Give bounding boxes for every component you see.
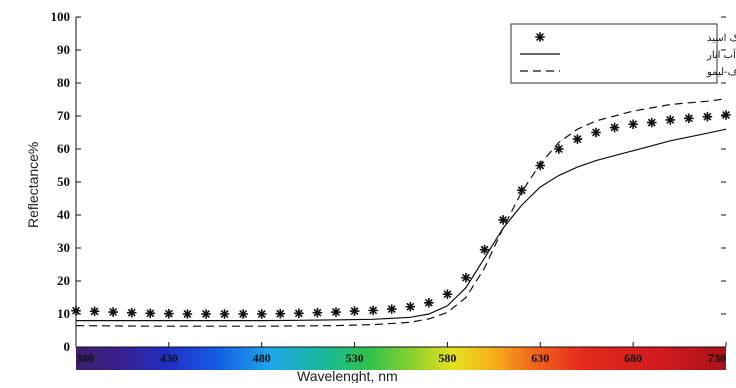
legend-label: شنگرف-آب انار — [706, 48, 736, 61]
series-layer — [70, 98, 732, 327]
y-tick-label: 10 — [57, 306, 70, 321]
series-1-star-point — [608, 121, 621, 134]
series-1-star-point — [107, 306, 119, 318]
y-tick-label: 20 — [57, 273, 70, 288]
legend-star-swatch — [534, 31, 546, 43]
series-1-star-point — [423, 297, 435, 309]
x-tick-label: 530 — [346, 351, 364, 365]
x-tick-label: 730 — [708, 351, 726, 365]
y-tick-label: 50 — [57, 174, 70, 189]
y-tick-label: 0 — [64, 339, 71, 354]
x-tick-label: 580 — [438, 351, 456, 365]
x-tick-group: 380 430 480 530 580 630 680 730 — [75, 342, 727, 365]
series-1-star-point — [200, 308, 212, 320]
series-2-line — [76, 128, 727, 322]
series-1-star-point — [590, 126, 602, 139]
legend: شنگرف-استیک اسید شنگرف-آب انار شنگرف-لیمو — [510, 23, 736, 84]
series-1-star-point — [348, 305, 361, 317]
series-1-star-point — [404, 301, 416, 313]
legend-items: شنگرف-استیک اسید شنگرف-آب انار شنگرف-لیمو — [520, 31, 736, 78]
series-1-star-point — [441, 288, 454, 300]
series-1-star-point — [683, 112, 695, 124]
series-2 — [76, 128, 727, 322]
series-1-star-point — [88, 305, 101, 317]
y-axis-title: Reflectance% — [25, 142, 41, 228]
x-tick-label: 630 — [531, 351, 549, 365]
series-1-star-point — [460, 272, 472, 284]
series-1-star-point — [664, 114, 676, 126]
series-1-star-point — [163, 308, 175, 320]
series-1-star-point — [534, 159, 546, 172]
x-tick-label: 430 — [160, 351, 178, 365]
spectrum-bar — [76, 347, 726, 370]
y-tick-label: 80 — [57, 75, 70, 90]
x-axis-title: Wavelenght, nm — [297, 368, 398, 383]
y-tick-label: 90 — [57, 42, 70, 57]
series-1-star-point — [218, 308, 231, 320]
y-tick-label: 100 — [51, 9, 71, 24]
x-tick-label: 680 — [624, 351, 642, 365]
series-1-star-point — [571, 133, 584, 145]
series-1-star-point — [237, 308, 249, 320]
x-tick-label: 480 — [253, 351, 271, 365]
series-1-star-point — [144, 307, 156, 319]
legend-label: شنگرف-لیمو — [706, 66, 736, 78]
series-1-star-point — [367, 304, 379, 316]
series-1-star-point — [293, 307, 305, 319]
series-1-star-point — [311, 307, 324, 319]
series-1-star-point — [720, 109, 732, 121]
y-tick-group: 0 10 20 30 40 50 60 70 80 90 100 — [51, 9, 726, 354]
y-tick-label: 30 — [57, 240, 70, 255]
series-1-star-point — [70, 305, 82, 317]
legend-label: شنگرف-استیک اسید — [707, 32, 736, 44]
series-1-star-point — [330, 306, 342, 318]
series-1-star-point — [386, 303, 398, 315]
y-tick-label: 60 — [57, 141, 70, 156]
series-3 — [75, 98, 727, 327]
series-1 — [70, 109, 732, 320]
series-1-star-point — [256, 308, 268, 320]
series-1-star-point — [646, 116, 658, 129]
series-1-star-point — [126, 307, 138, 319]
y-tick-label: 70 — [57, 108, 70, 123]
series-1-star-point — [627, 118, 639, 130]
x-tick-label: 380 — [76, 351, 94, 365]
y-tick-label: 40 — [57, 207, 70, 222]
series-1-star-point — [181, 308, 194, 320]
series-1-star-point — [701, 111, 714, 123]
series-3-line — [75, 98, 727, 327]
series-1-star-point — [274, 308, 286, 320]
